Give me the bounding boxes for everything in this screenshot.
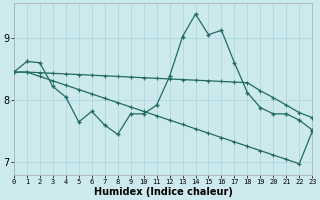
- X-axis label: Humidex (Indice chaleur): Humidex (Indice chaleur): [94, 187, 233, 197]
